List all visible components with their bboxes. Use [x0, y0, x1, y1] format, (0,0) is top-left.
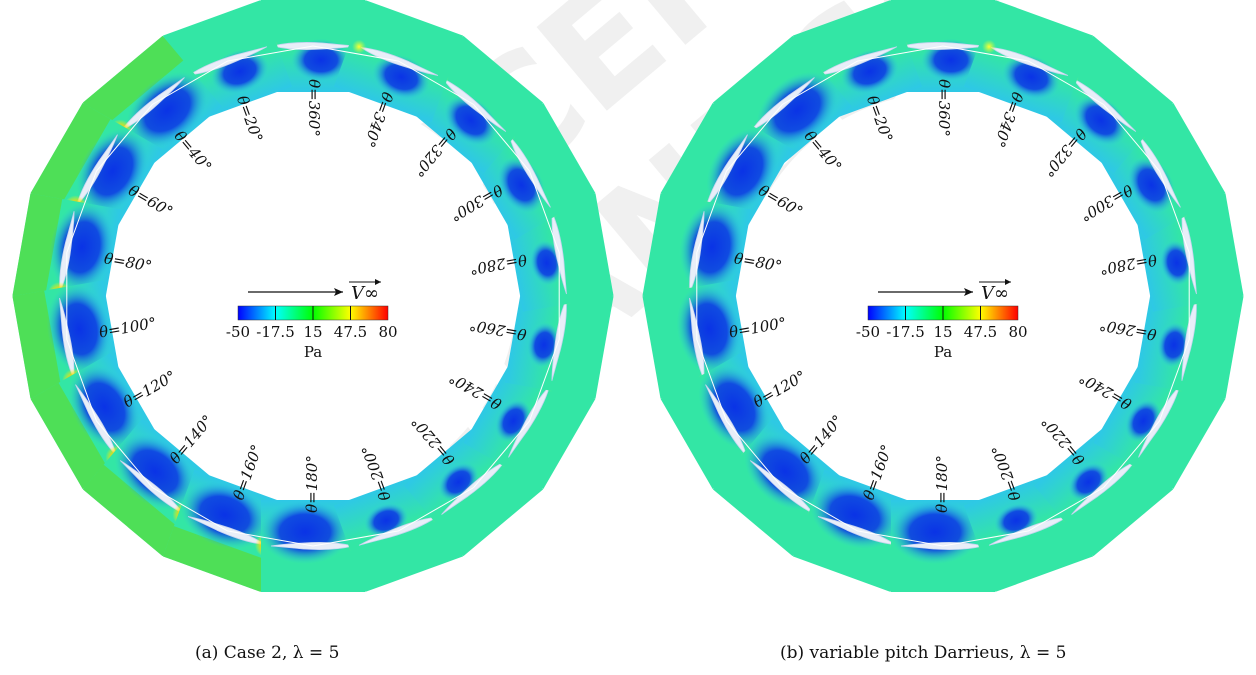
- colorbar-unit: Pa: [934, 343, 952, 361]
- suction-region: [46, 283, 112, 375]
- arrow-head-icon: [964, 288, 973, 296]
- free-stream-label: V∞: [351, 283, 379, 304]
- rotor-interior: [110, 93, 516, 499]
- rotor-interior: [740, 93, 1146, 499]
- panel-a: θ=360°θ=20°θ=40°θ=60°θ=80°θ=100°θ=120°θ=…: [12, 0, 614, 592]
- vector-arrow-icon: [1005, 279, 1011, 285]
- colorbar-tick-label: 15: [933, 323, 952, 341]
- suction-region: [698, 364, 771, 451]
- suction-region: [527, 322, 561, 368]
- colorbar-tick-label: 80: [1008, 323, 1027, 341]
- suction-region: [1157, 322, 1191, 368]
- colorbar-tick-label: -50: [856, 323, 880, 341]
- suction-region: [180, 481, 270, 549]
- suction-region: [68, 364, 141, 451]
- suction-region: [114, 433, 196, 511]
- suction-region: [676, 283, 742, 375]
- colorbar-tick-label: 80: [378, 323, 397, 341]
- blade-tile: [30, 352, 163, 490]
- caption-a: (a) Case 2, λ = 5: [195, 643, 340, 663]
- vector-arrow-icon: [375, 279, 381, 285]
- suction-region: [706, 128, 779, 215]
- rotor-path: [696, 45, 1190, 547]
- colorbar-tick-label: 15: [303, 323, 322, 341]
- colorbar-tick-label: -17.5: [886, 323, 924, 341]
- colorbar-tick-label: 47.5: [964, 323, 997, 341]
- free-stream-label: V∞: [981, 283, 1009, 304]
- suction-region: [756, 71, 839, 149]
- panel-b: θ=360°θ=20°θ=40°θ=60°θ=80°θ=100°θ=120°θ=…: [642, 0, 1244, 592]
- colorbar-tick-label: 47.5: [334, 323, 367, 341]
- colorbar-unit: Pa: [304, 343, 322, 361]
- angle-label: θ=180°: [303, 455, 321, 513]
- caption-b: (b) variable pitch Darrieus, λ = 5: [780, 643, 1067, 663]
- suction-region: [126, 71, 209, 149]
- rotor-path: [66, 45, 560, 547]
- stagnation-point: [352, 39, 367, 54]
- colorbar-tick-label: -17.5: [256, 323, 294, 341]
- suction-region: [744, 433, 826, 511]
- angle-label: θ=180°: [933, 455, 951, 513]
- suction-region: [76, 128, 149, 215]
- angle-label: θ=360°: [305, 79, 323, 137]
- angle-label: θ=360°: [935, 79, 953, 137]
- suction-region: [810, 481, 900, 549]
- colorbar-tick-label: -50: [226, 323, 250, 341]
- suction-region: [444, 95, 498, 146]
- stagnation-point: [982, 39, 997, 54]
- suction-region: [1074, 95, 1128, 146]
- arrow-head-icon: [334, 288, 343, 296]
